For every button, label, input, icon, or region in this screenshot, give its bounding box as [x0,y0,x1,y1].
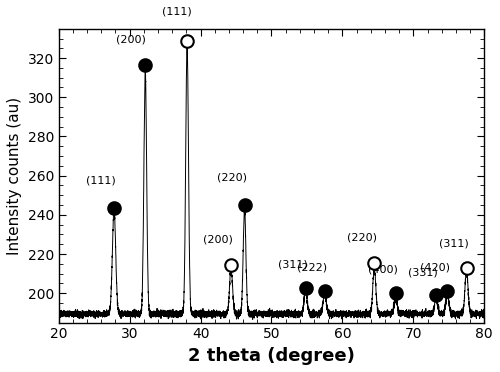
Text: (220): (220) [217,172,247,182]
Text: (200): (200) [116,35,146,45]
Text: (200): (200) [204,235,233,245]
Text: (331): (331) [408,267,438,277]
Text: (400): (400) [368,264,398,274]
Text: (420): (420) [420,262,450,272]
Text: (111): (111) [162,7,192,17]
X-axis label: 2 theta (degree): 2 theta (degree) [188,347,355,365]
Text: (111): (111) [86,176,116,186]
Text: (311): (311) [278,260,308,270]
Text: (222): (222) [297,262,327,272]
Y-axis label: Intensity counts (au): Intensity counts (au) [7,97,22,255]
Text: (220): (220) [346,232,376,243]
Text: (311): (311) [439,238,468,248]
